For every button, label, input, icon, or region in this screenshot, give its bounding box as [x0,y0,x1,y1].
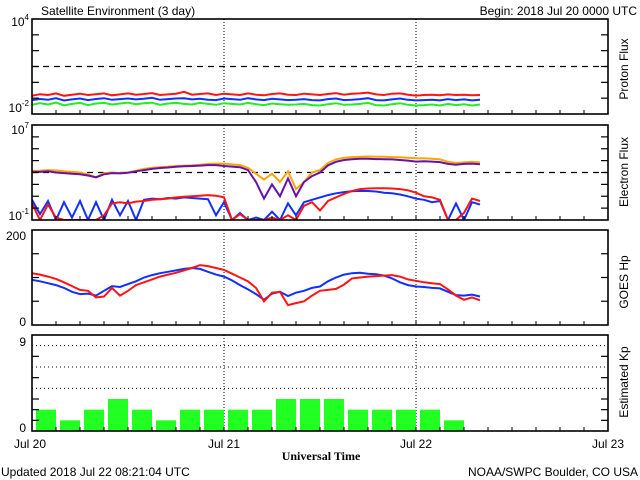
goes-hp-ylabel: GOES Hp [617,255,631,309]
kp-bar [300,399,320,431]
kp-bar [228,409,248,431]
credit-label: NOAA/SWPC Boulder, CO USA [468,465,638,479]
kp-bar [156,420,176,431]
electron-panel-frame [31,124,609,221]
hp-series-red [32,264,481,307]
kp-bar [252,409,272,431]
kp-bar [372,409,392,431]
proton-series-red [32,90,481,97]
electron-series-purple [32,157,481,201]
x-axis-title: Universal Time [282,449,361,463]
x-tick-label-jul23: Jul 23 [592,437,624,451]
kp-bar [60,420,80,431]
hp-ymin-label: 0 [19,315,26,329]
kp-bar [276,399,296,431]
plot-layer [31,18,609,432]
proton-panel [31,18,609,115]
x-tick-label-jul21: Jul 21 [208,437,240,451]
kp-ymin-label: 0 [19,421,26,435]
kp-data [36,399,464,431]
electron-data [32,155,481,220]
proton-ymin-label: 10-2 [9,99,30,115]
hp-ymax-label: 200 [6,229,26,243]
estimated-kp-ylabel: Estimated Kp [617,346,631,418]
kp-panel-frame [31,334,609,432]
hp-series-blue [32,266,481,302]
proton-flux-ylabel: Proton Flux [617,38,631,99]
hp-data [32,264,481,307]
proton-panel-frame [31,18,609,115]
hp-panel-frame [31,229,609,326]
kp-bar [36,409,56,431]
updated-timestamp: Updated 2018 Jul 22 08:21:04 UTC [1,465,190,479]
chart-title: Satellite Environment (3 day) [41,4,195,18]
hp-panel [31,229,609,326]
kp-panel [31,334,609,432]
kp-bar [132,409,152,431]
kp-bar [396,409,416,431]
kp-bar [324,399,344,431]
begin-time-label: Begin: 2018 Jul 20 0000 UTC [480,4,638,18]
kp-bar [348,409,368,431]
proton-ymax-label: 104 [11,13,29,29]
electron-panel [31,124,609,221]
kp-bar [420,409,440,431]
kp-bar [444,420,464,431]
electron-ymin-label: 10-1 [9,207,30,223]
electron-series-blue [32,189,481,220]
kp-bar [84,409,104,431]
x-tick-label-jul22: Jul 22 [400,437,432,451]
electron-ymax-label: 107 [11,121,29,137]
kp-bar [180,409,200,431]
proton-data [32,90,481,107]
kp-bar [204,409,224,431]
electron-flux-ylabel: Electron Flux [617,137,631,207]
proton-series-blue [32,96,481,102]
x-tick-label-jul20: Jul 20 [14,437,46,451]
kp-ymax-label: 9 [19,335,26,349]
electron-series-red [32,187,481,220]
proton-series-green [32,101,481,107]
kp-bar [108,399,128,431]
